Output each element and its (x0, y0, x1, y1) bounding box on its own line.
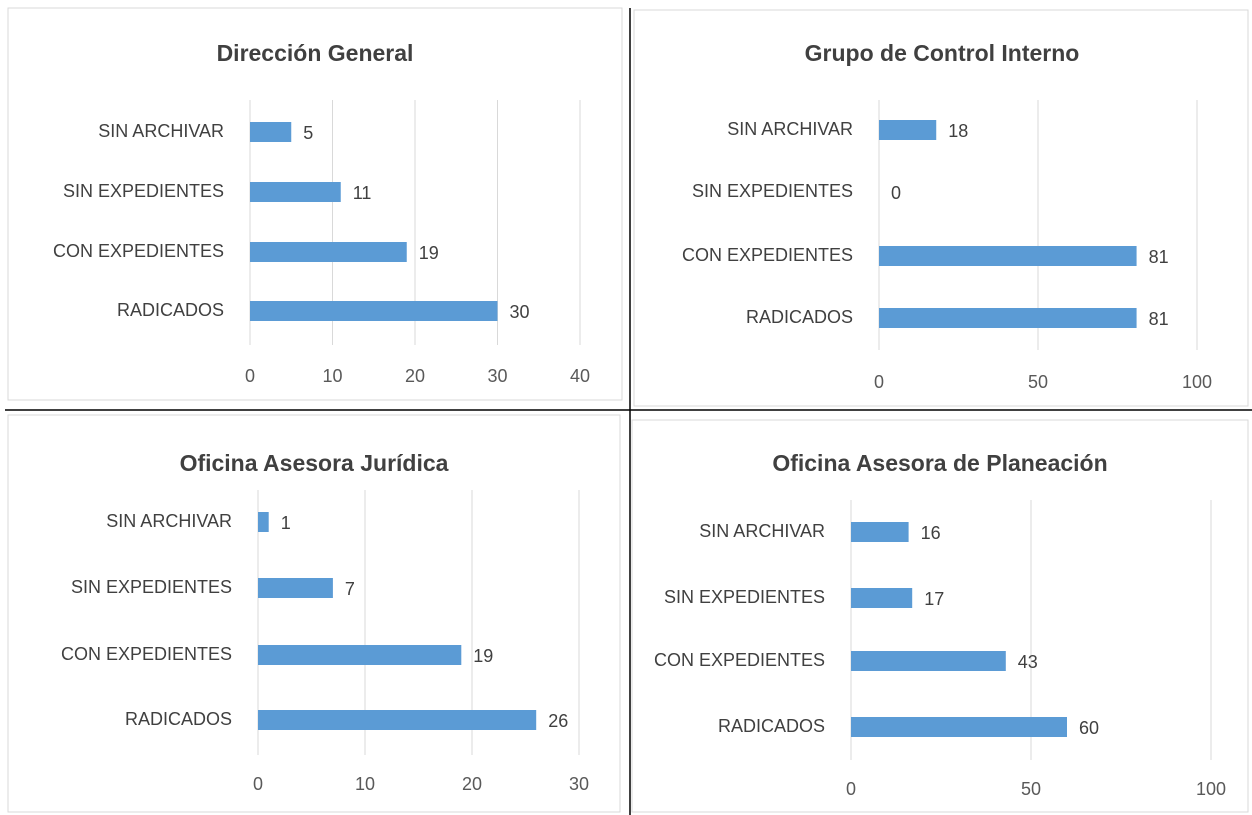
x-tick-label: 50 (1021, 779, 1041, 799)
y-tick-label: SIN EXPEDIENTES (63, 181, 224, 201)
x-tick-label: 20 (405, 366, 425, 386)
y-tick-label: RADICADOS (746, 307, 853, 327)
y-tick-label: SIN ARCHIVAR (98, 121, 224, 141)
bar (250, 182, 341, 202)
data-label: 81 (1149, 309, 1169, 329)
y-tick-label: CON EXPEDIENTES (53, 241, 224, 261)
x-tick-label: 20 (462, 774, 482, 794)
chart-title: Oficina Asesora de Planeación (772, 450, 1107, 476)
data-label: 5 (303, 123, 313, 143)
bar (258, 578, 333, 598)
bar (851, 522, 909, 542)
data-label: 0 (891, 183, 901, 203)
x-tick-label: 50 (1028, 372, 1048, 392)
y-tick-label: SIN EXPEDIENTES (71, 577, 232, 597)
panel-frame (633, 9, 1249, 407)
bar (851, 651, 1006, 671)
bar (851, 588, 913, 608)
y-tick-label: RADICADOS (718, 716, 825, 736)
y-tick-label: CON EXPEDIENTES (682, 245, 853, 265)
y-tick-label: CON EXPEDIENTES (654, 650, 825, 670)
data-label: 60 (1079, 718, 1099, 738)
x-tick-label: 100 (1196, 779, 1226, 799)
y-tick-label: RADICADOS (117, 300, 224, 320)
y-tick-label: SIN EXPEDIENTES (664, 587, 825, 607)
data-label: 7 (345, 579, 355, 599)
y-tick-label: SIN ARCHIVAR (699, 521, 825, 541)
bar (258, 512, 269, 532)
data-label: 26 (548, 711, 568, 731)
bar (851, 717, 1067, 737)
chart-title: Dirección General (217, 40, 414, 66)
bar (250, 242, 407, 262)
bar (258, 645, 462, 665)
x-tick-label: 0 (846, 779, 856, 799)
y-tick-label: CON EXPEDIENTES (61, 644, 232, 664)
x-tick-label: 30 (569, 774, 589, 794)
x-tick-label: 0 (253, 774, 263, 794)
x-tick-label: 10 (322, 366, 342, 386)
bar (879, 120, 937, 140)
x-tick-label: 30 (487, 366, 507, 386)
bar (250, 122, 292, 142)
data-label: 81 (1149, 247, 1169, 267)
panel-frame (7, 7, 623, 401)
y-tick-label: SIN ARCHIVAR (727, 119, 853, 139)
chart-title: Oficina Asesora Jurídica (180, 450, 449, 476)
y-tick-label: RADICADOS (125, 709, 232, 729)
data-label: 17 (924, 589, 944, 609)
x-tick-label: 100 (1182, 372, 1212, 392)
panel-frame (7, 414, 621, 813)
data-label: 11 (353, 183, 372, 203)
x-tick-label: 0 (874, 372, 884, 392)
x-tick-label: 10 (355, 774, 375, 794)
data-label: 16 (921, 523, 941, 543)
bar (879, 308, 1137, 328)
x-tick-label: 40 (570, 366, 590, 386)
bar (258, 710, 537, 730)
bar (879, 246, 1137, 266)
data-label: 1 (281, 513, 291, 533)
data-label: 30 (510, 302, 530, 322)
y-tick-label: SIN EXPEDIENTES (692, 181, 853, 201)
bar (250, 301, 498, 321)
data-label: 19 (419, 243, 439, 263)
chart-title: Grupo de Control Interno (805, 40, 1080, 66)
y-tick-label: SIN ARCHIVAR (106, 511, 232, 531)
x-tick-label: 0 (245, 366, 255, 386)
panel-frame (631, 419, 1249, 813)
data-label: 19 (473, 646, 493, 666)
data-label: 18 (948, 121, 968, 141)
data-label: 43 (1018, 652, 1038, 672)
